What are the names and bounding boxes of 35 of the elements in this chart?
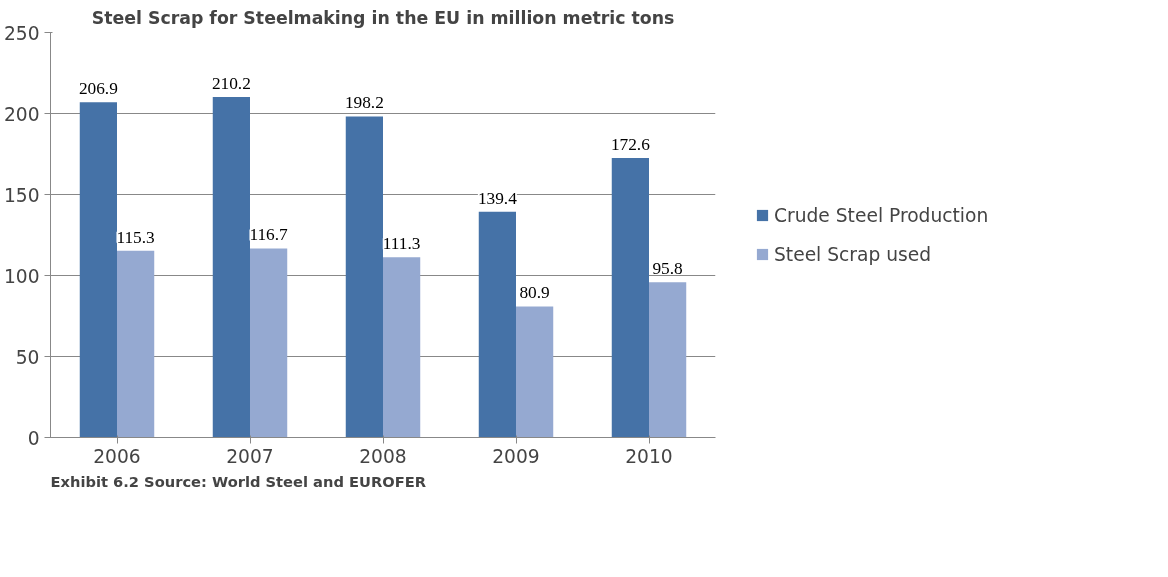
data-label: 95.8 <box>652 259 683 279</box>
y-tick-label: 150 <box>3 184 40 206</box>
y-tick-label: 0 <box>27 427 40 449</box>
x-tick-label: 2010 <box>625 445 673 467</box>
data-label: 206.9 <box>78 79 118 99</box>
text: Exhibit 6.2 Source: World Steel and EUROFER <box>50 472 427 490</box>
data-label: 210.2 <box>211 73 251 93</box>
y-tick-label: 250 <box>3 22 40 44</box>
data-label: 80.9 <box>519 283 550 303</box>
x-tick-label: 2006 <box>93 445 141 467</box>
bar <box>649 282 687 438</box>
x-tick-label: 2007 <box>226 445 274 467</box>
bar <box>79 102 117 438</box>
bar <box>117 250 155 438</box>
legend-label: Steel Scrap used <box>774 243 932 265</box>
bar <box>383 257 421 438</box>
data-label: 172.6 <box>610 134 651 154</box>
y-tick-label: 50 <box>15 346 40 368</box>
bar <box>611 157 649 438</box>
bar <box>212 96 250 438</box>
bar <box>516 306 554 438</box>
data-label: 198.2 <box>344 93 384 113</box>
y-tick-label: 200 <box>3 103 40 125</box>
data-label: 116.7 <box>249 225 289 245</box>
chart-title: Steel Scrap for Steelmaking in the EU in million metric tons <box>91 7 675 28</box>
data-label: 115.3 <box>116 227 155 247</box>
x-tick-label: 2009 <box>492 445 540 467</box>
data-label: 111.3 <box>382 234 421 254</box>
bar <box>478 211 516 438</box>
bar <box>250 248 288 438</box>
legend-label: Crude Steel Production <box>774 204 989 226</box>
bar <box>345 116 383 438</box>
data-label: 139.4 <box>477 188 518 208</box>
x-tick-label: 2008 <box>359 445 407 467</box>
y-tick-label: 100 <box>3 265 40 287</box>
